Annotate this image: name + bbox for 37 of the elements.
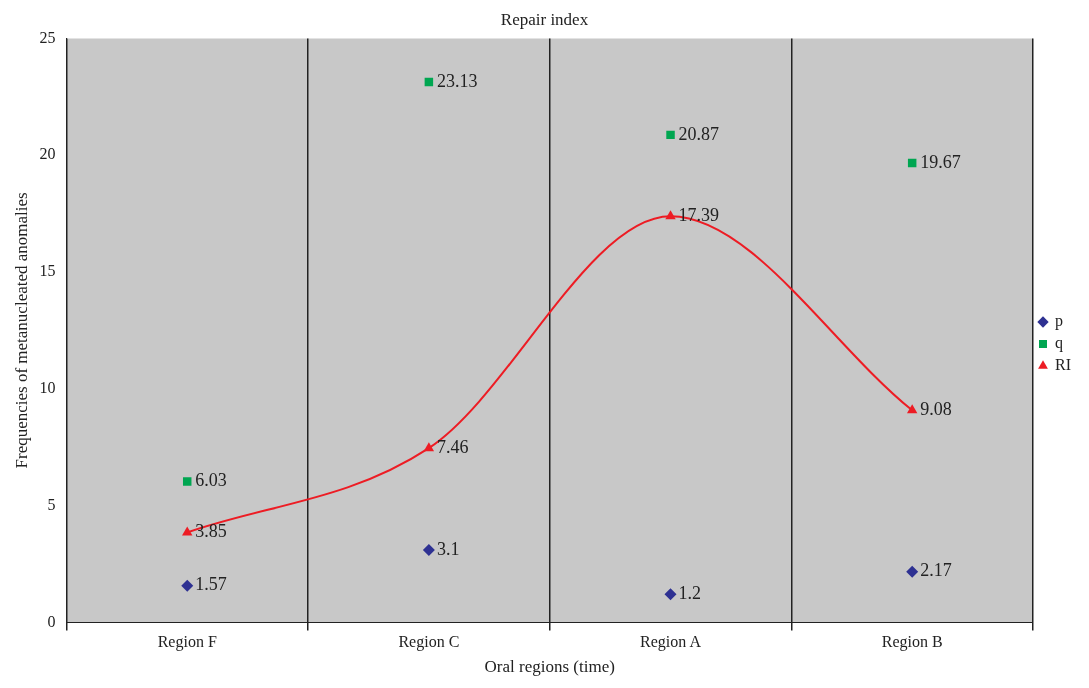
point	[423, 442, 435, 452]
y-tick-label: 15	[39, 262, 56, 280]
y-tick-label: 25	[39, 28, 56, 46]
x-tick-label: Region B	[881, 633, 943, 652]
point	[181, 579, 194, 592]
y-tick-label: 0	[47, 612, 56, 630]
data-label: 1.2	[678, 583, 702, 604]
legend-label: p	[1055, 312, 1063, 331]
data-label: 19.67	[920, 151, 961, 172]
data-label: 17.39	[678, 204, 720, 225]
point	[182, 477, 192, 486]
point	[906, 404, 918, 414]
x-axis-title: Oral regions (time)	[484, 657, 615, 677]
data-label: 20.87	[678, 123, 720, 144]
point	[666, 130, 675, 140]
data-label: 3.85	[195, 521, 227, 542]
legend-label: RI	[1055, 356, 1071, 374]
data-label: 2.17	[920, 560, 952, 581]
legend-label: q	[1055, 334, 1063, 353]
data-label: 3.1	[436, 538, 460, 559]
data-label: 6.03	[195, 470, 227, 491]
x-tick-label: Region F	[157, 633, 217, 652]
point	[906, 565, 919, 578]
data-label: 23.13	[436, 70, 478, 91]
data-label: 9.08	[920, 399, 952, 420]
y-tick-label: 5	[47, 495, 56, 513]
chart-title: Repair index	[500, 9, 589, 29]
x-tick-label: Region A	[640, 633, 702, 652]
data-label: 1.57	[195, 574, 227, 595]
y-tick-label: 20	[39, 145, 56, 163]
point	[665, 210, 676, 220]
x-tick-label: Region C	[398, 633, 460, 652]
y-axis-title: Frequencies of metanucleated anomalies	[11, 192, 31, 469]
data-label: 7.46	[436, 436, 469, 457]
point	[664, 588, 677, 601]
point	[422, 543, 435, 556]
y-tick-label: 10	[39, 379, 56, 396]
